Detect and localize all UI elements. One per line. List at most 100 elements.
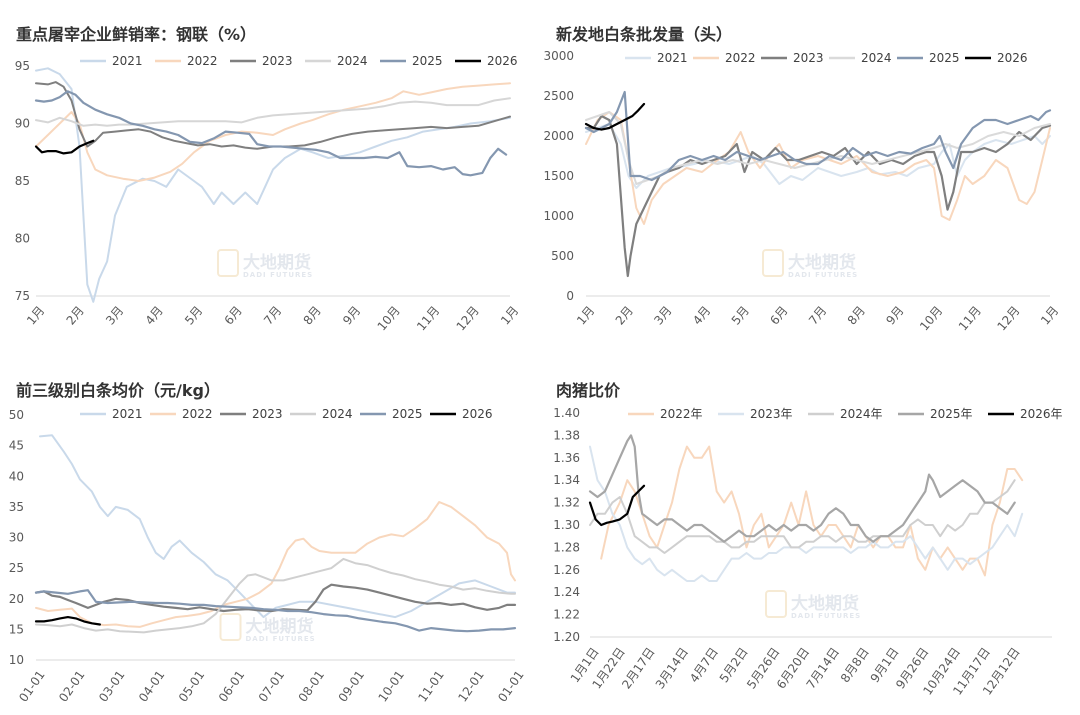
y-tick-label: 0 [566,289,574,303]
series-line-2023 [584,114,1052,278]
y-tick-label: 25 [9,561,24,575]
legend-label: 2025年 [930,407,973,421]
watermark-text: 大地期货 [791,593,859,614]
series-line-2022 [585,111,1051,225]
y-tick-label: 90 [15,117,30,131]
legend-item: 2021 [80,54,143,68]
series-line-2022年 [600,445,1024,577]
y-tick-label: 1.28 [553,540,580,554]
x-tick-label: 04-01 [136,668,167,705]
series-line-2021 [35,67,511,303]
x-tick-label: 12月 [994,304,1022,334]
legend-label: 2026年 [1020,407,1063,421]
y-tick-label: 30 [9,531,24,545]
legend-label: 2023 [793,51,824,65]
y-tick-label: 95 [15,59,30,73]
watermark-text: 大地期货 [246,616,314,637]
x-tick-label: 1月 [574,304,597,328]
legend-item: 2022年 [628,407,703,421]
legend-item: 2026 [430,407,493,421]
legend-item: 2025 [380,54,443,68]
y-tick-label: 1.20 [553,630,580,644]
y-tick-label: 3000 [543,49,574,63]
legend-item: 2021 [625,51,688,65]
series-line-2026年 [588,484,646,527]
y-tick-label: 1.38 [553,428,580,442]
y-tick-label: 50 [9,408,24,422]
y-tick-label: 75 [15,289,30,303]
x-tick-label: 01-01 [16,668,47,705]
y-tick-label: 500 [551,249,574,263]
series-line-2025年 [588,434,1016,543]
legend-label: 2021 [657,51,688,65]
series-line-2021 [39,434,516,619]
y-tick-label: 85 [15,174,30,188]
x-tick-label: 3月 [651,304,674,328]
legend-label: 2023 [262,54,293,68]
legend-item: 2025 [360,407,423,421]
legend-label: 2024年 [840,407,883,421]
series-line-2025 [34,589,517,633]
y-tick-label: 1000 [543,209,574,223]
y-tick-label: 2500 [543,89,574,103]
legend-label: 2026 [487,54,518,68]
chart-title: 新发地白条批发量（头） [556,25,733,44]
chart-title: 前三级别白条均价（元/kg） [16,381,220,400]
legend-item: 2022 [693,51,756,65]
legend-label: 2025 [929,51,960,65]
series-line-2022 [35,501,516,628]
y-tick-label: 1.22 [553,608,580,622]
legend-item: 2025年 [898,407,973,421]
legend-label: 2022 [187,54,218,68]
chart-title: 肉猪比价 [556,381,621,400]
y-tick-label: 1.32 [553,496,580,510]
x-tick-label: 12月 [454,304,482,334]
y-tick-label: 1.26 [553,563,580,577]
watermark-logo [762,249,784,277]
x-tick-label: 3月 [103,304,126,328]
chart-panel-4: 肉猪比价 大地期货 DADI FUTURES 1.20 1.22 1.24 1.26 1.2… [540,355,1080,711]
legend-item: 2024 [305,54,368,68]
x-tick-label: 5月 [182,304,205,328]
x-tick-label: 07-01 [256,668,287,705]
watermark-subtext: DADI FUTURES [246,635,316,643]
legend-label: 2022 [725,51,756,65]
y-tick-label: 1.24 [553,585,580,599]
x-tick-label: 5月 [729,304,752,328]
series-line-2026 [34,616,101,626]
legend-item: 2026 [455,54,518,68]
x-tick-label: 10月 [917,304,945,334]
x-tick-label: 7月 [261,304,284,328]
legend-label: 2023 [252,407,283,421]
series-line-2025 [34,90,508,177]
legend-item: 2022 [155,54,218,68]
y-tick-label: 1.40 [553,406,580,420]
legend-item: 2026年 [988,407,1063,421]
x-tick-label: 11月 [414,304,442,334]
series-line-2025 [584,90,1052,182]
chart-panel-2: 新发地白条批发量（头） 大地期货 DADI FUTURES 0 500 1000 1500… [540,0,1080,355]
legend-label: 2022年 [660,407,703,421]
series-line-2023年 [589,445,1024,582]
x-tick-label: 10月 [375,304,403,334]
x-tick-label: 01-01 [495,668,526,705]
x-tick-label: 11-01 [415,668,446,705]
y-tick-label: 1.36 [553,451,580,465]
legend-item: 2023 [220,407,283,421]
y-tick-label: 1500 [543,169,574,183]
legend-label: 2025 [392,407,423,421]
x-tick-label: 08-01 [296,668,327,705]
x-tick-label: 9月 [883,304,906,328]
legend-item: 2023 [761,51,824,65]
legend-label: 2025 [412,54,443,68]
chart-title: 重点屠宰企业鲜销率：钢联（%） [16,25,257,44]
x-tick-label: 1月 [24,304,47,328]
y-tick-label: 45 [9,439,24,453]
x-tick-label: 03-01 [96,668,127,705]
